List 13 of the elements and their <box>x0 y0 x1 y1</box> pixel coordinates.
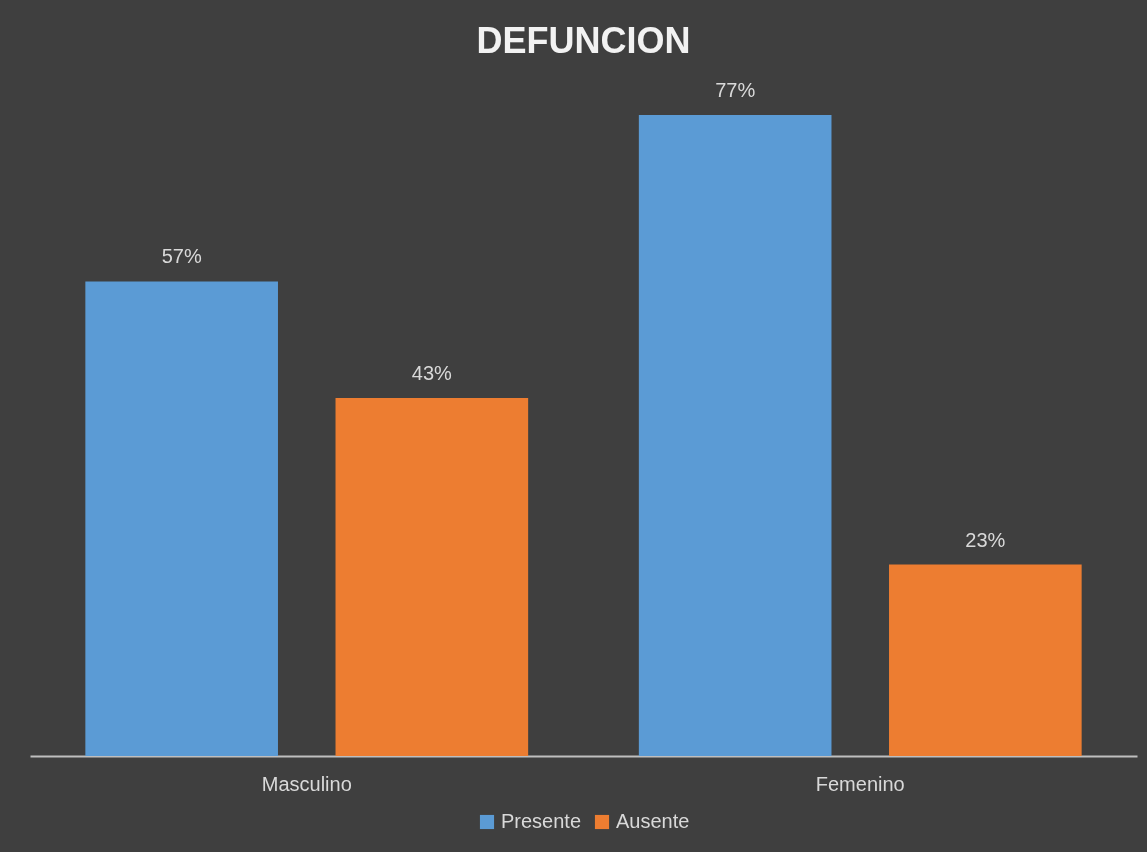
chart-title: DEFUNCION <box>476 19 691 61</box>
data-label: 57% <box>161 245 202 268</box>
x-tick-label: Femenino <box>815 772 905 795</box>
bar <box>335 398 529 756</box>
legend-label: Ausente <box>616 810 690 832</box>
x-tick-label: Masculino <box>261 772 352 795</box>
data-label: 77% <box>715 78 756 101</box>
legend-label: Presente <box>501 810 582 832</box>
bar <box>85 281 278 756</box>
bar <box>889 564 1082 756</box>
data-label: 43% <box>411 362 453 385</box>
data-label: 23% <box>965 528 1006 551</box>
bar <box>638 114 832 756</box>
